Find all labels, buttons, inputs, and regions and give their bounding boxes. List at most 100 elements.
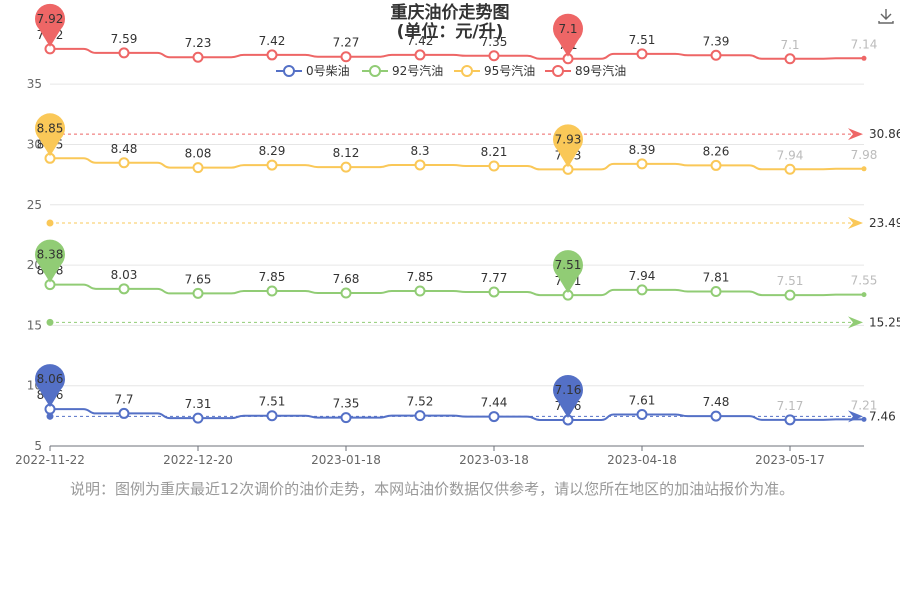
data-label: 7.31 xyxy=(185,397,212,411)
average-arrow xyxy=(848,316,863,329)
series-line xyxy=(50,408,864,421)
average-start-dot xyxy=(46,318,54,326)
data-point xyxy=(861,55,867,61)
pin-tail xyxy=(557,399,579,418)
data-point xyxy=(340,161,352,173)
max-marker: 8.38 xyxy=(35,239,65,283)
max-marker: 8.06 xyxy=(35,364,65,408)
data-point xyxy=(710,285,722,297)
data-label: 8.39 xyxy=(629,143,656,157)
data-label: 7.27 xyxy=(333,36,360,50)
chart-note: 说明：图例为重庆最近12次调价的油价走势，本网站油价数据仅供参考，请以您所在地区… xyxy=(70,480,795,498)
data-labels-layer: 8.06 7.7 7.31 7.51 7.35 7.52 7.44 7.16 7.61 7.48 7… xyxy=(37,28,878,413)
legend-symbol xyxy=(369,65,381,77)
legend-label: 89号汽油 xyxy=(575,63,626,78)
pin-head xyxy=(35,364,65,395)
data-point xyxy=(118,47,130,59)
x-tick-label: 2023-03-18 xyxy=(459,453,529,467)
pin-tail xyxy=(39,28,61,47)
data-label: 7.98 xyxy=(851,148,878,162)
min-marker: 7.16 xyxy=(553,374,583,418)
data-label: 8.12 xyxy=(333,146,360,160)
data-label: 7.35 xyxy=(333,397,360,411)
average-arrow xyxy=(848,216,863,229)
pin-head xyxy=(35,3,65,34)
x-tick-label: 2023-04-18 xyxy=(607,453,677,467)
pin-head xyxy=(553,13,583,44)
legend-symbol xyxy=(283,65,295,77)
legend: 0号柴油 92号汽油 95号汽油 89号汽油 xyxy=(276,63,626,78)
data-point xyxy=(192,51,204,63)
pin-tail xyxy=(39,138,61,157)
data-label: 7.7 xyxy=(114,392,133,406)
data-point xyxy=(710,410,722,422)
x-tick-label: 2022-12-20 xyxy=(163,453,233,467)
data-point xyxy=(488,50,500,62)
data-point xyxy=(488,160,500,172)
data-label: 7.68 xyxy=(333,272,360,286)
data-point xyxy=(861,416,867,422)
legend-item: 0号柴油 xyxy=(276,64,350,78)
data-point xyxy=(192,287,204,299)
pin-label: 7.92 xyxy=(37,12,64,26)
data-label: 7.51 xyxy=(777,274,804,288)
data-label: 8.3 xyxy=(410,144,429,158)
data-point xyxy=(266,49,278,61)
data-label: 7.85 xyxy=(259,270,286,284)
data-point xyxy=(266,285,278,297)
data-label: 7.52 xyxy=(407,395,434,409)
chart-subtitle: (单位：元/升) xyxy=(396,22,504,42)
data-point xyxy=(784,163,796,175)
data-label: 8.08 xyxy=(185,147,212,161)
data-label: 7.77 xyxy=(481,271,508,285)
average-label: 23.49 xyxy=(869,216,900,230)
average-start-dot xyxy=(46,219,54,227)
data-label: 7.59 xyxy=(111,32,138,46)
pin-head xyxy=(35,113,65,144)
data-label: 7.94 xyxy=(629,269,656,283)
y-tick-label: 30 xyxy=(27,137,42,151)
data-point xyxy=(192,162,204,174)
series-line xyxy=(50,47,864,60)
pin-tail xyxy=(557,275,579,294)
data-label: 7.94 xyxy=(777,148,804,162)
y-tick-label: 25 xyxy=(27,198,42,212)
data-point xyxy=(414,159,426,171)
data-point xyxy=(488,411,500,423)
pin-label: 8.38 xyxy=(37,248,64,262)
data-label: 7.39 xyxy=(703,34,730,48)
y-tick-label: 15 xyxy=(27,318,42,332)
legend-item: 89号汽油 xyxy=(545,63,626,78)
download-icon[interactable] xyxy=(876,6,896,26)
pin-head xyxy=(553,374,583,405)
x-tick-label: 2023-01-18 xyxy=(311,453,381,467)
average-label: 15.25 xyxy=(869,315,900,329)
pin-tail xyxy=(557,38,579,57)
data-point xyxy=(340,412,352,424)
data-label: 8.48 xyxy=(111,142,138,156)
pin-head xyxy=(553,124,583,155)
data-point xyxy=(266,159,278,171)
data-label: 8.21 xyxy=(481,145,508,159)
data-point xyxy=(784,289,796,301)
y-tick-label: 35 xyxy=(27,77,42,91)
data-point xyxy=(636,409,648,421)
chart-title: 重庆油价走势图 xyxy=(390,3,510,23)
data-point xyxy=(636,284,648,296)
data-point xyxy=(861,166,867,172)
legend-item: 95号汽油 xyxy=(454,63,535,78)
data-point xyxy=(636,158,648,170)
pin-tail xyxy=(557,149,579,168)
data-point xyxy=(192,412,204,424)
legend-label: 95号汽油 xyxy=(484,63,535,78)
data-label: 7.1 xyxy=(780,38,799,52)
data-label: 7.42 xyxy=(259,34,286,48)
average-lines-layer: 7.46 15.25 23.49 30.86 xyxy=(46,127,900,423)
data-label: 7.55 xyxy=(851,274,878,288)
min-marker: 7.51 xyxy=(553,250,583,294)
data-label: 7.23 xyxy=(185,36,212,50)
pin-tail xyxy=(39,389,61,408)
y-tick-label: 5 xyxy=(34,439,42,453)
pin-label: 7.93 xyxy=(555,132,582,146)
